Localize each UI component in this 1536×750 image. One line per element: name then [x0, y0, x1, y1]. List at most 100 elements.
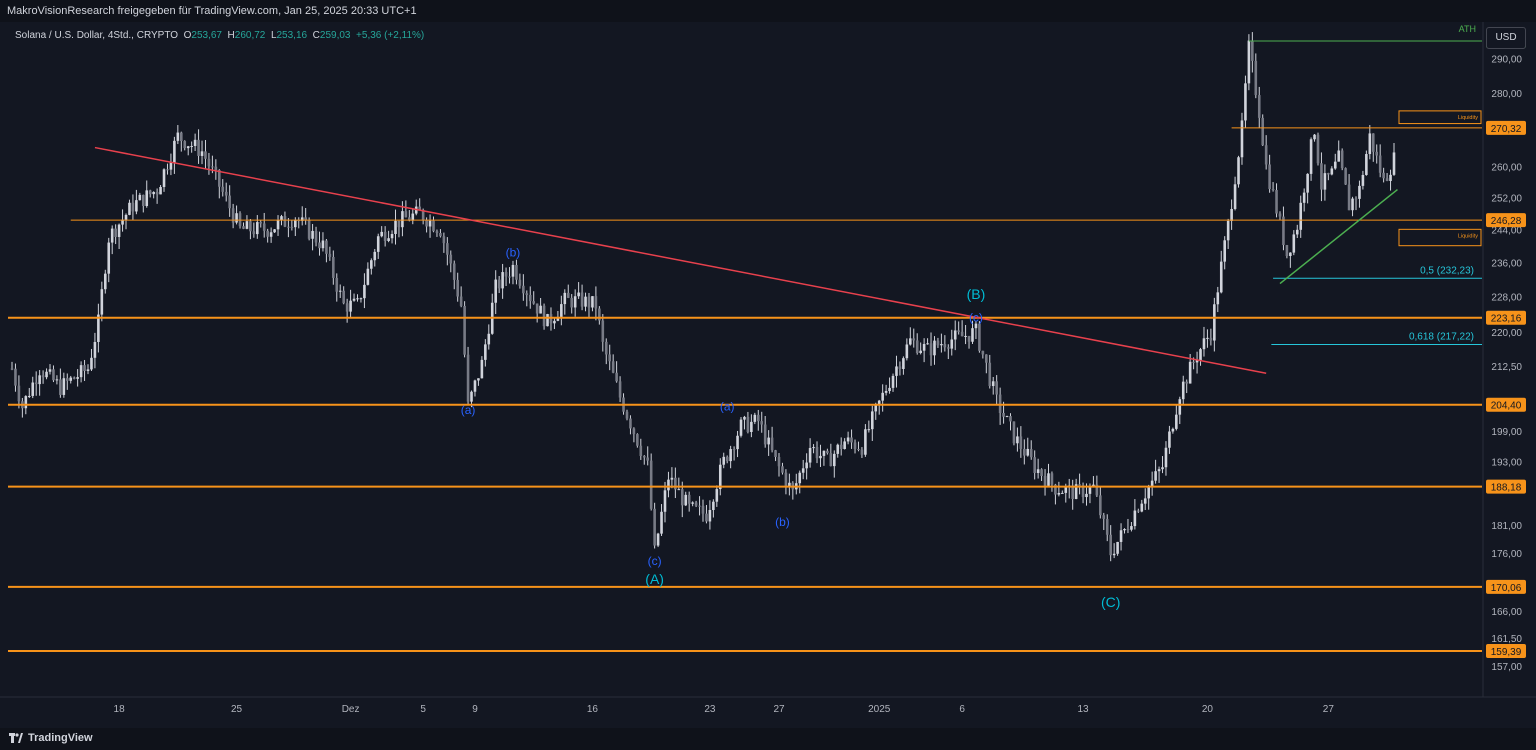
candle-body	[1223, 240, 1227, 262]
ascending-support-line[interactable]	[1279, 188, 1398, 285]
symbol-name: Solana / U.S. Dollar, 4Std., CRYPTO	[15, 30, 179, 41]
y-tick-label: 290,00	[1491, 54, 1522, 65]
candle-body	[186, 146, 190, 149]
x-tick-label: 6	[959, 704, 965, 715]
candle-body	[1050, 473, 1054, 485]
candle-body	[276, 220, 280, 230]
candle-body	[591, 296, 594, 308]
candle-body	[860, 449, 864, 455]
candle-body	[1257, 95, 1261, 118]
candle-body	[829, 453, 833, 467]
candle-body	[1233, 184, 1237, 209]
candle-body	[864, 429, 867, 455]
candle-body	[90, 357, 93, 370]
candle-body	[1054, 484, 1057, 495]
candle-body	[366, 268, 370, 285]
candle-body	[822, 450, 826, 456]
candle-body	[221, 186, 225, 192]
candle-body	[694, 502, 698, 506]
chart-area[interactable]: 290,00 280,00 260,00 252,00 244,00 236,00 228,…	[0, 22, 1536, 728]
candle-body	[960, 331, 964, 337]
elliott-wave-label: (b)	[506, 245, 521, 259]
currency-button[interactable]: USD	[1486, 27, 1526, 49]
candle-body	[1126, 528, 1130, 530]
price-chart[interactable]: 290,00 280,00 260,00 252,00 244,00 236,00 228,…	[0, 22, 1536, 728]
candle-body	[618, 381, 622, 398]
candle-body	[1188, 361, 1192, 384]
candle-body	[228, 195, 231, 209]
candle-body	[1064, 486, 1068, 493]
candle-body	[456, 279, 459, 297]
candle-body	[1130, 526, 1133, 530]
candle-body	[1057, 492, 1061, 495]
candle-body	[148, 190, 152, 195]
candle-body	[145, 190, 149, 206]
candle-body	[857, 448, 860, 450]
candle-body	[138, 194, 142, 201]
candle-body	[1213, 304, 1216, 341]
candle-body	[224, 191, 228, 196]
candle-body	[909, 338, 912, 345]
candle-body	[363, 284, 366, 299]
candle-body	[1261, 117, 1265, 146]
liquidity-box	[1398, 228, 1482, 247]
candle-body	[207, 158, 211, 167]
candle-body	[193, 139, 197, 146]
elliott-wave-label: (b)	[775, 515, 790, 529]
candle-body	[1140, 503, 1144, 512]
candle-body	[836, 444, 840, 454]
candle-body	[1264, 145, 1268, 165]
candle-body	[705, 513, 708, 522]
candle-body	[763, 424, 767, 445]
candle-body	[712, 501, 715, 511]
candle-body	[318, 242, 321, 249]
candle-body	[332, 256, 335, 278]
candle-body	[387, 238, 390, 241]
candle-body	[1036, 469, 1040, 473]
candle-body	[1154, 471, 1157, 481]
candle-body	[124, 214, 128, 220]
price-axis[interactable]	[1483, 22, 1536, 728]
candle-body	[190, 145, 193, 147]
price-axis-badge-label: 204,40	[1491, 401, 1522, 412]
open-value: 253,67	[191, 30, 222, 41]
candle-body	[739, 419, 743, 436]
candle-body	[798, 472, 802, 484]
candle-body	[950, 339, 954, 349]
elliott-wave-label: (B)	[967, 286, 986, 302]
price-axis-badge-label: 270,32	[1491, 124, 1522, 135]
close-label: C	[312, 30, 320, 41]
y-tick-label: 252,00	[1491, 193, 1522, 204]
candle-body	[1029, 448, 1033, 458]
candle-body	[497, 279, 501, 289]
candle-body	[902, 358, 905, 369]
candle-body	[888, 387, 891, 392]
candle-body	[539, 305, 542, 314]
candle-body	[183, 141, 187, 149]
candle-body	[1081, 485, 1085, 498]
candle-body	[59, 379, 62, 395]
candle-body	[214, 166, 218, 171]
candle-body	[674, 477, 677, 490]
elliott-wave-label: (c)	[969, 310, 983, 324]
candle-body	[953, 330, 957, 340]
candle-body	[176, 132, 180, 141]
candle-body	[767, 437, 770, 445]
candle-body	[370, 260, 373, 269]
candle-body	[725, 456, 729, 462]
candle-body	[404, 211, 408, 218]
candle-body	[155, 191, 159, 195]
price-axis-badge-label: 159,39	[1491, 647, 1522, 658]
low-label: L	[270, 30, 277, 41]
descending-trend-line[interactable]	[94, 146, 1267, 374]
candle-body	[31, 382, 35, 396]
candle-body	[936, 340, 940, 346]
candle-body	[781, 466, 784, 473]
candle-body	[708, 510, 712, 522]
close-value: 259,03	[319, 30, 351, 41]
candle-body	[691, 502, 694, 504]
candle-body	[266, 230, 269, 237]
candle-body	[411, 213, 415, 221]
candle-body	[452, 263, 456, 280]
candle-body	[273, 229, 276, 233]
